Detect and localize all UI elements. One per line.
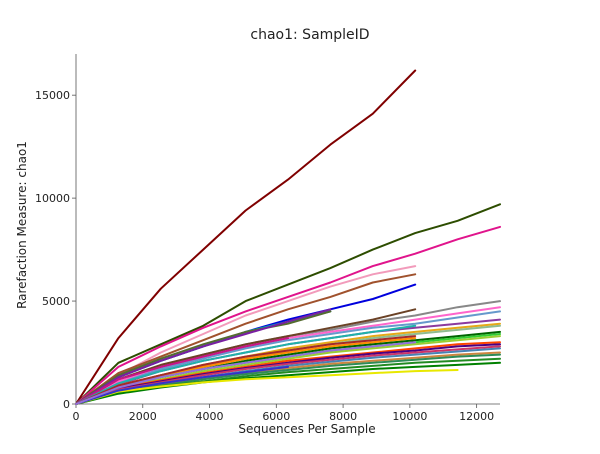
series-line (75, 335, 417, 405)
y-axis-title: Rarefaction Measure: chao1 (15, 141, 29, 309)
series-line (75, 324, 417, 405)
chart-title: chao1: SampleID (250, 27, 369, 43)
series-line (75, 273, 417, 405)
series-line (75, 341, 417, 405)
series-line (75, 310, 332, 405)
x-tick-label: 12000 (459, 410, 494, 423)
series-line (75, 308, 332, 405)
series-line (75, 310, 501, 405)
x-tick-label: 8000 (329, 410, 357, 423)
x-axis-title: Sequences Per Sample (238, 422, 375, 436)
series-line (75, 335, 501, 405)
series-line (75, 369, 459, 405)
series-line (75, 203, 501, 405)
y-tick-label: 5000 (42, 295, 70, 308)
x-tick-label: 4000 (196, 410, 224, 423)
series-line (75, 337, 289, 405)
axes (72, 54, 500, 408)
x-tick-label: 0 (73, 410, 80, 423)
series-line (75, 361, 501, 405)
series-lines (75, 69, 501, 405)
tick-labels: 0 2000 4000 6000 8000 10000 12000 0 5000 10000 150… (35, 89, 494, 423)
series-line (75, 365, 289, 405)
x-tick-label: 10000 (392, 410, 427, 423)
y-tick-label: 0 (63, 398, 70, 411)
series-line (75, 69, 417, 405)
x-tick-label: 2000 (129, 410, 157, 423)
y-tick-label: 15000 (35, 89, 70, 102)
y-tick-label: 10000 (35, 192, 70, 205)
x-tick-label: 6000 (262, 410, 290, 423)
series-line (75, 225, 501, 405)
